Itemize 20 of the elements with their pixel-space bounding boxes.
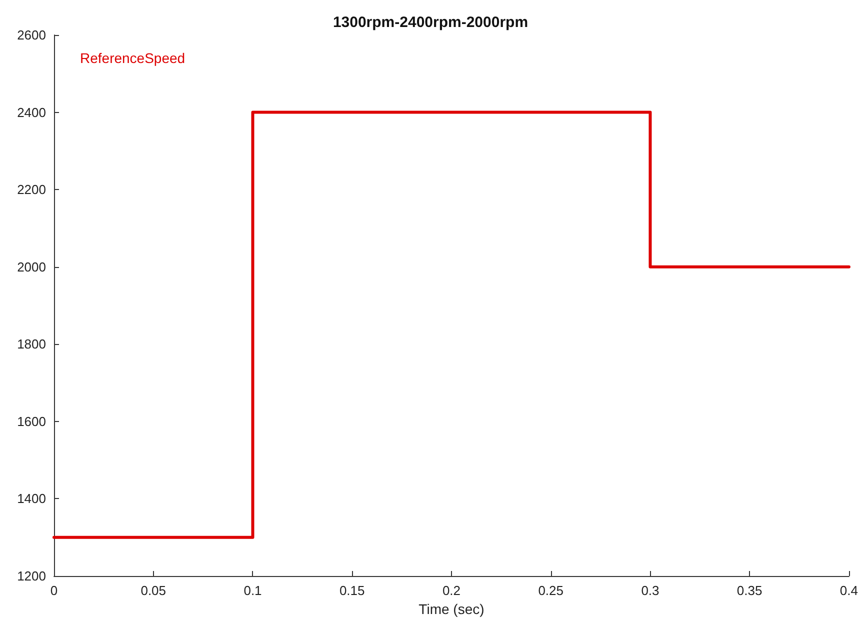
x-tick-label: 0.1 (244, 583, 262, 598)
text: ReferenceSpeed (80, 50, 186, 66)
y-tick-label: 2600 (17, 28, 46, 42)
y-tick-label: 1800 (17, 336, 46, 352)
x-tick-label: 0.4 (840, 583, 858, 598)
y-tick-label: 1400 (17, 491, 46, 506)
y-tick-label: 1600 (17, 414, 46, 429)
x-tick-label: 0.25 (538, 583, 564, 598)
x-tick-label: 0.3 (641, 583, 660, 598)
chart-title: 1300rpm-2400rpm-2000rpm (332, 14, 528, 31)
x-tick-label: 0.35 (736, 583, 762, 598)
y-tick-label: 2000 (17, 259, 46, 274)
y-tick-label: 2400 (17, 104, 46, 120)
x-axis-title: Time (sec) (418, 601, 484, 617)
x-tick-label: 0 (50, 583, 58, 598)
y-tick-label: 2200 (17, 182, 46, 198)
y-tick-label: 1200 (17, 568, 46, 584)
x-tick-label: 0.15 (339, 583, 365, 598)
x-tick-label: 0.2 (442, 583, 461, 598)
x-tick-label: 0.05 (140, 583, 166, 598)
